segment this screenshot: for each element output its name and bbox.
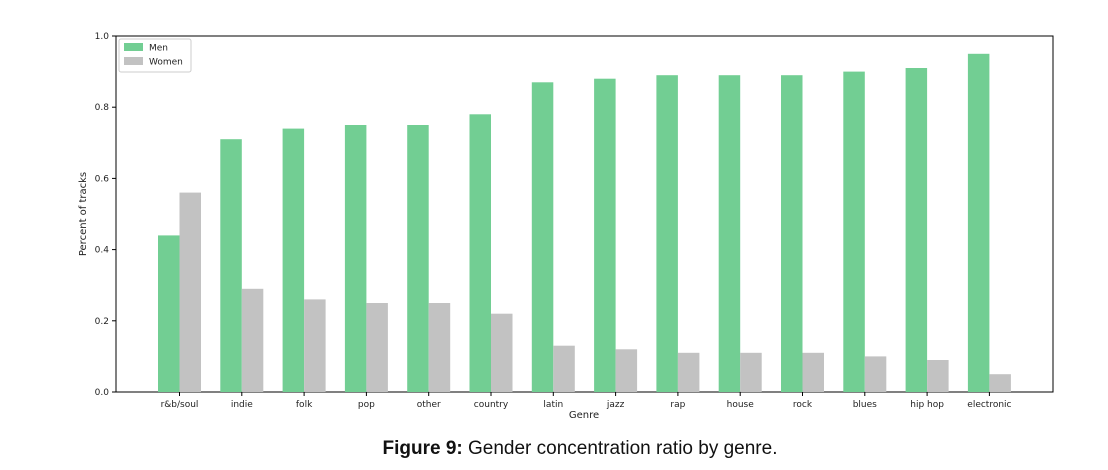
bar-women-7 — [615, 349, 638, 392]
bar-women-13 — [989, 374, 1011, 392]
bar-men-4 — [407, 125, 429, 392]
bar-women-0 — [179, 192, 201, 392]
bar-men-11 — [843, 71, 865, 392]
bar-men-9 — [718, 75, 741, 392]
bar-men-1 — [220, 139, 242, 392]
legend-swatch-women — [124, 57, 143, 65]
y-tick-label: 0.8 — [95, 103, 110, 113]
x-tick-label: latin — [543, 400, 563, 410]
bar-men-10 — [781, 75, 803, 392]
bar-women-9 — [740, 352, 762, 392]
figure-caption: Figure 9: Gender concentration ratio by … — [0, 438, 1108, 460]
y-tick-label: 1.0 — [95, 32, 110, 42]
bar-men-2 — [282, 128, 305, 392]
bar-women-11 — [864, 356, 887, 392]
bar-chart: 0.0 0.2 0.4 0.6 0.8 1.0 r&b/soul indie folk pop o… — [78, 32, 1054, 421]
bar-men-7 — [594, 78, 616, 392]
x-tick-label: pop — [358, 400, 375, 410]
x-tick-label: house — [727, 400, 755, 410]
x-tick-label: folk — [296, 400, 313, 410]
plot-area — [115, 35, 1054, 393]
x-tick-label: rock — [793, 400, 813, 410]
y-tick-label: 0.4 — [95, 246, 110, 256]
bars-group — [158, 53, 1011, 393]
bar-women-2 — [304, 299, 326, 392]
legend-label-women: Women — [149, 58, 183, 68]
bar-men-13 — [967, 53, 990, 393]
x-tick-label: rap — [670, 400, 685, 410]
legend-swatch-men — [124, 43, 143, 51]
y-axis: 0.0 0.2 0.4 0.6 0.8 1.0 — [95, 32, 116, 398]
caption-text: Gender concentration ratio by genre. — [462, 438, 778, 459]
x-tick-label: country — [474, 400, 509, 410]
bar-men-6 — [531, 82, 554, 393]
bar-women-3 — [366, 303, 388, 392]
y-tick-label: 0.2 — [95, 317, 109, 327]
bar-men-0 — [158, 235, 180, 392]
bar-women-10 — [802, 352, 824, 392]
x-tick-label: jazz — [606, 400, 625, 410]
bar-women-1 — [241, 288, 264, 392]
y-axis-label: Percent of tracks — [78, 172, 89, 256]
bar-men-3 — [344, 125, 367, 392]
bar-women-4 — [428, 303, 451, 392]
bar-women-12 — [927, 360, 949, 392]
legend: Men Women — [118, 38, 192, 73]
x-tick-label: blues — [853, 400, 877, 410]
x-tick-label: electronic — [967, 400, 1011, 410]
bar-women-8 — [677, 352, 700, 392]
y-tick-label: 0.6 — [95, 174, 110, 184]
x-tick-label: other — [417, 400, 441, 410]
legend-label-men: Men — [149, 44, 168, 54]
x-tick-label: hip hop — [910, 400, 944, 410]
bar-men-8 — [656, 75, 678, 392]
bar-women-5 — [491, 313, 513, 392]
caption-label: Figure 9: — [382, 438, 463, 459]
x-tick-label: indie — [231, 400, 253, 410]
x-axis-label: Genre — [569, 410, 599, 421]
bar-women-6 — [553, 345, 575, 392]
bar-men-5 — [469, 114, 491, 393]
x-axis: r&b/soul indie folk pop other country latin jaz… — [161, 392, 1012, 410]
x-tick-label: r&b/soul — [161, 400, 199, 410]
y-tick-label: 0.0 — [95, 388, 110, 398]
bar-men-12 — [905, 68, 928, 392]
